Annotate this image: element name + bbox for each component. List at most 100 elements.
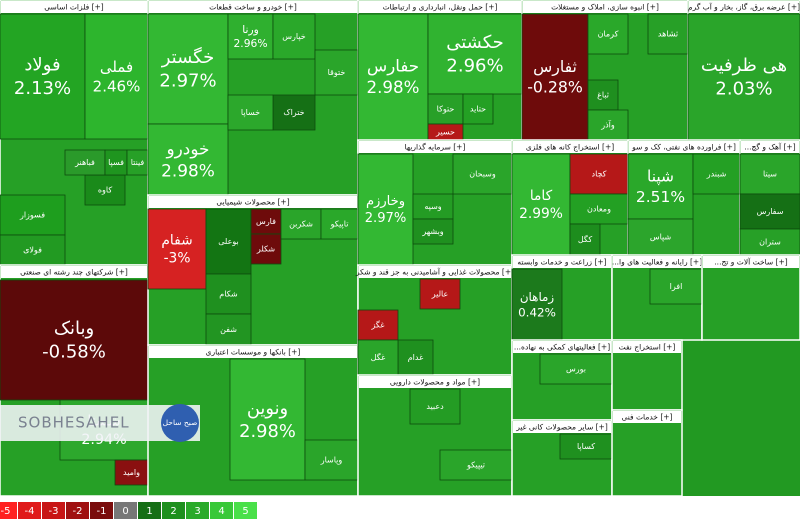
tile: [687, 13, 800, 141]
tile-label: افرا: [670, 282, 683, 291]
tile: [357, 309, 399, 341]
tile: [627, 153, 694, 220]
sector-header: [613, 256, 701, 268]
tile-label: ونوین: [247, 398, 288, 419]
sector-header: [741, 141, 799, 153]
legend-swatch: [162, 502, 185, 519]
tile-label: حکشتی: [446, 32, 504, 53]
sector-title: استخراج نفت [+]: [619, 343, 676, 352]
tile-label: شپاس: [650, 233, 672, 242]
legend-label: 4: [218, 506, 224, 517]
tile: [84, 13, 149, 140]
sector-header: [703, 256, 799, 268]
tile-label: کاوه: [98, 186, 112, 195]
sector-title: سرمایه گذاریها [+]: [405, 143, 466, 152]
sector-header: [513, 341, 611, 353]
tile-label: فسپا: [108, 158, 124, 167]
sector-header: [613, 341, 681, 353]
legend-label: -4: [25, 506, 35, 517]
tile-label: تیپیکو: [466, 461, 485, 470]
sector-title: ...آهک و گچ [+]: [744, 142, 795, 152]
sector-header: [513, 256, 611, 268]
tile-change: 2.03%: [715, 79, 772, 100]
legend-swatch: [66, 502, 89, 519]
sector-title: ...رایانه و فعالیت های وا [+]: [612, 258, 702, 267]
sector-header: [513, 421, 611, 433]
tile-change: 0.42%: [518, 305, 556, 319]
tile-label: وسپه: [424, 202, 441, 211]
tile: [147, 208, 207, 290]
tile-label: ورنا: [242, 23, 259, 36]
tile-label: بوعلی: [218, 237, 238, 246]
tile-label: کچاد: [592, 170, 607, 179]
tile-label: حتاید: [470, 105, 486, 114]
tile-label: وامید: [123, 468, 140, 477]
tile: [250, 233, 282, 265]
tile: [357, 153, 414, 266]
legend-swatch: [234, 502, 257, 519]
legend-label: -3: [49, 506, 59, 517]
tile: [272, 94, 316, 131]
tile: [739, 153, 800, 195]
tile: [227, 13, 274, 60]
tile-label: وآذر: [600, 120, 615, 130]
tile: [227, 94, 274, 131]
tile-change: 2.51%: [636, 188, 685, 206]
tile-label: سفارس: [757, 207, 784, 216]
legend-swatch: [90, 502, 113, 519]
sector: [611, 409, 683, 497]
legend-label: 1: [146, 506, 152, 517]
tile: [587, 13, 629, 55]
tile-label: کرمان: [598, 30, 619, 39]
tile-label: غگل: [371, 352, 386, 362]
tile: [439, 449, 513, 481]
legend-label: 3: [194, 506, 200, 517]
tile: [649, 268, 703, 305]
tile: [250, 208, 282, 235]
tile: [647, 13, 689, 55]
legend-label: 5: [242, 506, 248, 517]
tile-change: 2.97%: [159, 71, 216, 92]
tile-label: وبانک: [54, 318, 94, 339]
sector-title: خودرو و ساخت قطعات [+]: [209, 3, 297, 12]
tile: [272, 13, 316, 60]
sector-header: [613, 411, 681, 423]
sector-header: [359, 1, 521, 13]
tile-label: ثفارس: [533, 57, 577, 77]
tile-label: دعبید: [426, 402, 444, 411]
tile-label: شفن: [220, 325, 237, 334]
sector-title: حمل ونقل، انبارداری و ارتباطات [+]: [383, 3, 498, 12]
tile: [205, 313, 252, 346]
legend-label: -5: [1, 506, 11, 517]
tile-label: وخارزم: [366, 194, 405, 209]
tile: [229, 358, 306, 481]
tile-label: شکلر: [256, 245, 275, 254]
tile-label: ختراک: [283, 108, 304, 117]
tile: [587, 109, 629, 141]
tile-label: هی ظرفیت: [701, 55, 787, 76]
sector-header: [1, 1, 147, 13]
sector-header: [149, 346, 357, 358]
tile-label: حسیر: [435, 128, 455, 137]
tile: [569, 193, 629, 225]
tile: [559, 433, 613, 460]
tile: [521, 13, 589, 141]
sector-title: مواد و محصولات دارویی [+]: [390, 378, 480, 387]
tile-change: 2.97%: [365, 211, 407, 226]
tile: [511, 153, 571, 256]
tile-label: شفام: [161, 233, 192, 249]
tile-change: 2.98%: [161, 160, 215, 180]
tile-label: غدام: [408, 353, 424, 362]
sector-title: بانکها و موسسات اعتباری [+]: [206, 348, 301, 357]
tile-label: شپنا: [647, 168, 674, 187]
tile: [205, 273, 252, 315]
tile: [739, 228, 800, 256]
tile-label: شکام: [219, 290, 238, 299]
sector-title: شرکتهای چند رشته ای صنعتی [+]: [20, 268, 128, 277]
tile-label: وبشهر: [421, 227, 443, 236]
legend-label: 0: [122, 506, 128, 517]
sector-header: [629, 141, 739, 153]
tile: [462, 93, 494, 125]
tile-label: فباهنر: [74, 158, 95, 167]
